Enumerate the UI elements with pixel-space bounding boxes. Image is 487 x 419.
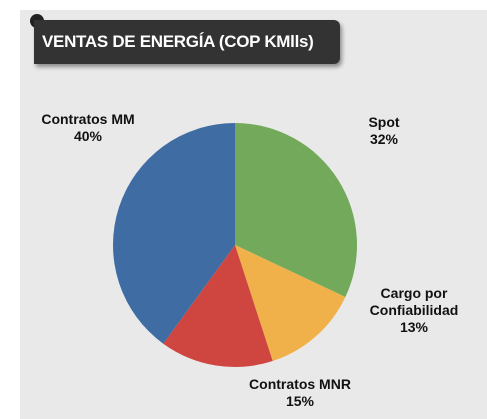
- value-label: 15%: [285, 393, 315, 409]
- value-label: 32%: [369, 131, 399, 147]
- value-label: 13%: [399, 319, 429, 335]
- title-banner: [34, 20, 340, 64]
- chart-title: VENTAS DE ENERGÍA (COP KMlls): [42, 32, 314, 51]
- category-label: Spot: [368, 114, 400, 130]
- pie-slice: [235, 245, 346, 362]
- slice-label: Contratos MNR 15%: [230, 376, 370, 410]
- category-label: Cargo por Confiabilidad: [369, 285, 459, 318]
- slice-label: Spot 32%: [314, 114, 454, 148]
- pie-slice: [163, 245, 273, 367]
- pie-slice: [113, 123, 235, 344]
- pie-slice: [235, 123, 357, 297]
- category-label: Contratos MM: [41, 111, 135, 127]
- category-label: Contratos MNR: [249, 376, 351, 392]
- value-label: 40%: [73, 128, 103, 144]
- slice-label: Contratos MM 40%: [18, 111, 158, 145]
- slice-label: Cargo por Confiabilidad 13%: [364, 285, 464, 336]
